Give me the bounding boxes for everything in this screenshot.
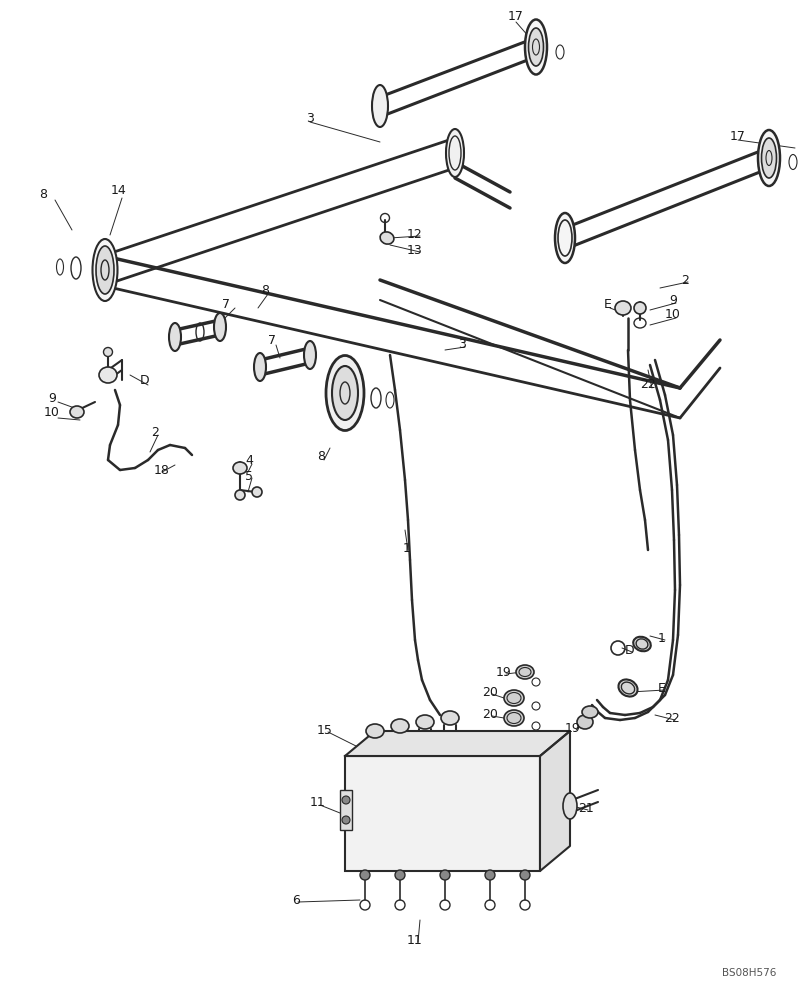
Text: 10: 10 — [44, 406, 60, 420]
Text: 8: 8 — [39, 188, 47, 202]
Polygon shape — [345, 731, 570, 756]
Text: 15: 15 — [317, 724, 333, 736]
Ellipse shape — [214, 313, 226, 341]
Circle shape — [360, 870, 370, 880]
Text: 10: 10 — [665, 308, 681, 322]
Ellipse shape — [252, 487, 262, 497]
Text: 7: 7 — [222, 298, 230, 312]
Ellipse shape — [372, 85, 388, 127]
Circle shape — [342, 816, 350, 824]
Text: 19: 19 — [565, 722, 581, 734]
Ellipse shape — [96, 246, 114, 294]
Ellipse shape — [555, 213, 575, 263]
Circle shape — [342, 796, 350, 804]
Ellipse shape — [525, 19, 547, 75]
Ellipse shape — [563, 793, 577, 819]
Ellipse shape — [516, 665, 534, 679]
Ellipse shape — [504, 710, 524, 726]
Ellipse shape — [577, 715, 593, 729]
Ellipse shape — [103, 348, 112, 357]
Ellipse shape — [582, 706, 598, 718]
Text: 19: 19 — [496, 666, 512, 678]
Ellipse shape — [504, 690, 524, 706]
Ellipse shape — [70, 406, 84, 418]
Ellipse shape — [446, 129, 464, 177]
Ellipse shape — [634, 302, 646, 314]
Text: 9: 9 — [669, 294, 677, 306]
Text: 1: 1 — [658, 632, 666, 645]
Ellipse shape — [99, 367, 117, 383]
Text: 11: 11 — [310, 796, 326, 808]
Ellipse shape — [233, 462, 247, 474]
Circle shape — [485, 870, 495, 880]
Ellipse shape — [441, 711, 459, 725]
Text: 5: 5 — [245, 470, 253, 483]
Bar — [340, 790, 352, 830]
Ellipse shape — [416, 715, 434, 729]
Text: 20: 20 — [482, 708, 498, 722]
Ellipse shape — [92, 239, 117, 301]
Text: 4: 4 — [245, 454, 253, 466]
Text: 2: 2 — [681, 273, 689, 286]
Ellipse shape — [380, 232, 393, 244]
Text: D: D — [140, 373, 149, 386]
Text: 9: 9 — [48, 391, 56, 404]
Text: 17: 17 — [730, 129, 746, 142]
Ellipse shape — [169, 323, 181, 351]
Text: 8: 8 — [317, 450, 325, 464]
Text: 17: 17 — [508, 9, 524, 22]
Text: 20: 20 — [482, 686, 498, 698]
Ellipse shape — [618, 679, 638, 697]
Bar — [345, 756, 540, 871]
Text: 12: 12 — [407, 229, 423, 241]
Text: 2: 2 — [151, 426, 159, 438]
Ellipse shape — [304, 341, 316, 369]
Ellipse shape — [528, 28, 544, 66]
Ellipse shape — [254, 353, 266, 381]
Text: 22: 22 — [640, 378, 656, 391]
Ellipse shape — [761, 138, 776, 178]
Ellipse shape — [366, 724, 384, 738]
Ellipse shape — [391, 719, 409, 733]
Ellipse shape — [235, 490, 245, 500]
Text: 21: 21 — [579, 802, 594, 814]
Text: 13: 13 — [407, 243, 423, 256]
Text: E: E — [604, 298, 612, 312]
Text: 11: 11 — [407, 934, 423, 946]
Ellipse shape — [758, 130, 780, 186]
Text: 8: 8 — [261, 284, 269, 296]
Ellipse shape — [615, 301, 631, 315]
Ellipse shape — [633, 637, 650, 651]
Circle shape — [520, 870, 530, 880]
Text: 22: 22 — [664, 712, 680, 724]
Text: 7: 7 — [268, 334, 276, 347]
Text: 14: 14 — [112, 184, 127, 196]
Ellipse shape — [332, 366, 358, 420]
Text: 18: 18 — [154, 464, 170, 477]
Circle shape — [395, 870, 405, 880]
Text: 6: 6 — [292, 894, 300, 906]
Text: 1: 1 — [403, 542, 411, 554]
Text: 3: 3 — [458, 338, 466, 352]
Text: 3: 3 — [306, 111, 314, 124]
Circle shape — [440, 870, 450, 880]
Text: BS08H576: BS08H576 — [722, 968, 776, 978]
Text: D: D — [625, 644, 635, 656]
Polygon shape — [540, 731, 570, 871]
Ellipse shape — [326, 356, 364, 430]
Text: E: E — [658, 682, 666, 694]
